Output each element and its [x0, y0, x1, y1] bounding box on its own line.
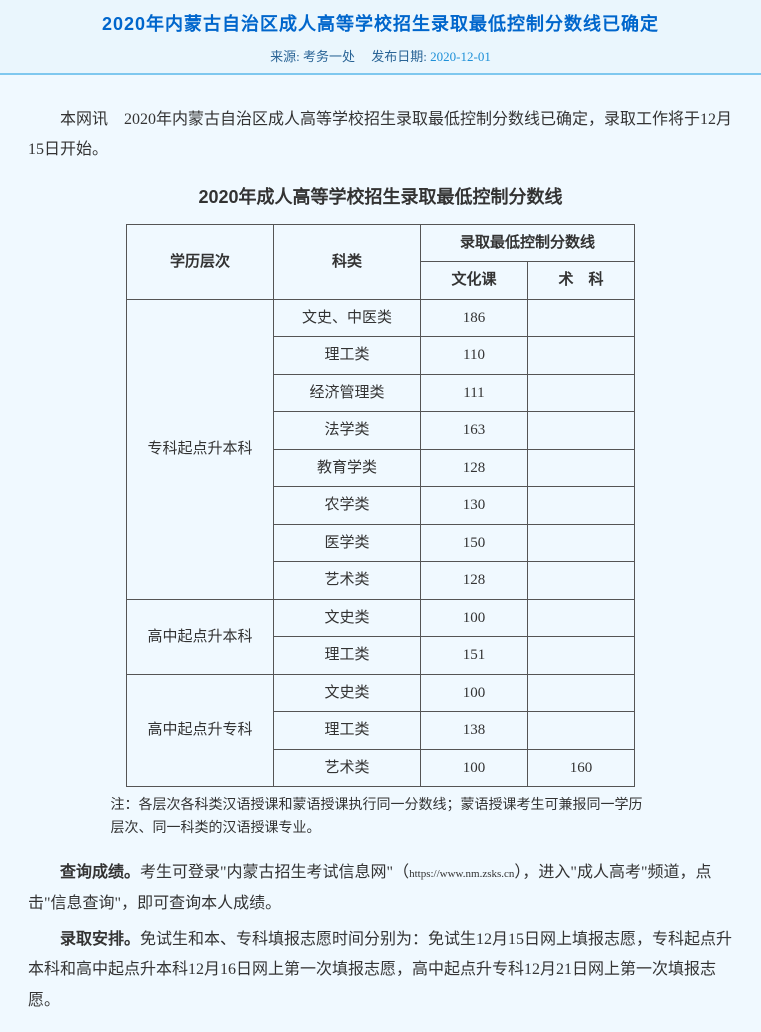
cell-wenhua: 130 [421, 487, 528, 525]
cell-category: 医学类 [274, 524, 421, 562]
cell-shuke [528, 674, 635, 712]
cell-shuke [528, 599, 635, 637]
cell-level: 高中起点升专科 [127, 674, 274, 787]
article-header: 2020年内蒙古自治区成人高等学校招生录取最低控制分数线已确定 来源: 考务一处… [0, 0, 761, 75]
source-value: 考务一处 [303, 49, 355, 64]
cell-wenhua: 100 [421, 674, 528, 712]
cell-shuke [528, 449, 635, 487]
query-text-a: 考生可登录"内蒙古招生考试信息网"（ [140, 864, 409, 881]
th-category: 科类 [274, 224, 421, 299]
cell-wenhua: 186 [421, 299, 528, 337]
cell-wenhua: 128 [421, 562, 528, 600]
table-row: 专科起点升本科文史、中医类186 [127, 299, 635, 337]
cell-wenhua: 100 [421, 749, 528, 787]
cell-shuke [528, 712, 635, 750]
th-score-group: 录取最低控制分数线 [421, 224, 635, 262]
cell-level: 专科起点升本科 [127, 299, 274, 599]
cell-shuke [528, 562, 635, 600]
source-label: 来源: [270, 49, 300, 64]
cell-category: 农学类 [274, 487, 421, 525]
cell-category: 法学类 [274, 412, 421, 450]
cell-wenhua: 138 [421, 712, 528, 750]
cell-wenhua: 150 [421, 524, 528, 562]
cell-wenhua: 111 [421, 374, 528, 412]
arrange-bold: 录取安排。 [60, 931, 140, 948]
article-meta: 来源: 考务一处 发布日期: 2020-12-01 [0, 46, 761, 65]
cell-category: 艺术类 [274, 562, 421, 600]
table-note: 注：各层次各科类汉语授课和蒙语授课执行同一分数线；蒙语授课考生可兼报同一学历层次… [111, 795, 651, 840]
th-level: 学历层次 [127, 224, 274, 299]
score-table: 学历层次 科类 录取最低控制分数线 文化课 术 科 专科起点升本科文史、中医类1… [126, 224, 635, 788]
cell-category: 文史类 [274, 599, 421, 637]
th-shuke: 术 科 [528, 262, 635, 300]
cell-shuke [528, 374, 635, 412]
cell-shuke [528, 299, 635, 337]
intro-paragraph: 本网讯 2020年内蒙古自治区成人高等学校招生录取最低控制分数线已确定，录取工作… [28, 105, 733, 166]
cell-category: 理工类 [274, 712, 421, 750]
cell-shuke [528, 337, 635, 375]
cell-category: 文史类 [274, 674, 421, 712]
cell-category: 教育学类 [274, 449, 421, 487]
cell-wenhua: 128 [421, 449, 528, 487]
page-title: 2020年内蒙古自治区成人高等学校招生录取最低控制分数线已确定 [0, 10, 761, 36]
th-wenhua: 文化课 [421, 262, 528, 300]
cell-category: 文史、中医类 [274, 299, 421, 337]
cell-category: 艺术类 [274, 749, 421, 787]
arrange-paragraph: 录取安排。免试生和本、专科填报志愿时间分别为：免试生12月15日网上填报志愿，专… [28, 925, 733, 1016]
table-title: 2020年成人高等学校招生录取最低控制分数线 [28, 180, 733, 214]
cell-category: 理工类 [274, 637, 421, 675]
cell-wenhua: 151 [421, 637, 528, 675]
article-body: 本网讯 2020年内蒙古自治区成人高等学校招生录取最低控制分数线已确定，录取工作… [0, 75, 761, 1032]
cell-category: 理工类 [274, 337, 421, 375]
query-paragraph: 查询成绩。考生可登录"内蒙古招生考试信息网"（https://www.nm.zs… [28, 858, 733, 919]
date-label: 发布日期: [371, 49, 427, 64]
query-bold: 查询成绩。 [60, 864, 140, 881]
table-row: 高中起点升专科文史类100 [127, 674, 635, 712]
cell-shuke [528, 524, 635, 562]
cell-shuke [528, 412, 635, 450]
cell-wenhua: 110 [421, 337, 528, 375]
cell-category: 经济管理类 [274, 374, 421, 412]
cell-level: 高中起点升本科 [127, 599, 274, 674]
cell-wenhua: 163 [421, 412, 528, 450]
cell-shuke [528, 487, 635, 525]
cell-shuke: 160 [528, 749, 635, 787]
date-value: 2020-12-01 [430, 49, 491, 64]
table-row: 高中起点升本科文史类100 [127, 599, 635, 637]
cell-shuke [528, 637, 635, 675]
query-url: https://www.nm.zsks.cn [409, 868, 514, 880]
cell-wenhua: 100 [421, 599, 528, 637]
